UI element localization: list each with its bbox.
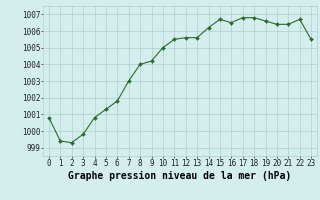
X-axis label: Graphe pression niveau de la mer (hPa): Graphe pression niveau de la mer (hPa) (68, 171, 292, 181)
